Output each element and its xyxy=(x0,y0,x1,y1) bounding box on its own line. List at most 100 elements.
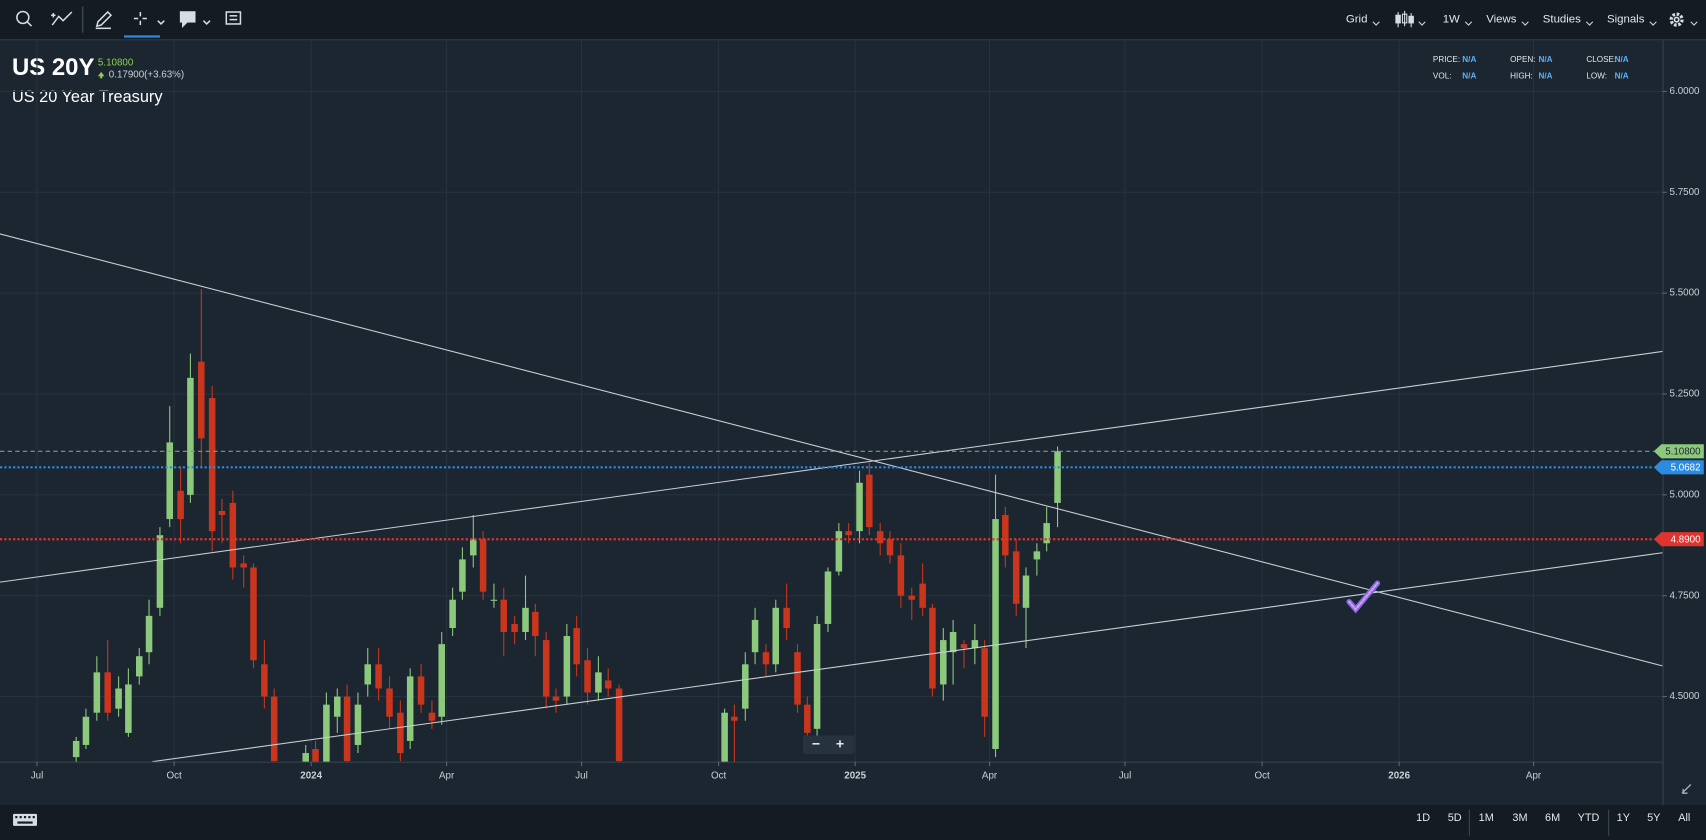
price-tag xyxy=(1653,532,1704,547)
candle-body xyxy=(929,607,936,689)
candle-body xyxy=(751,619,759,653)
info-value: N/A xyxy=(1615,71,1629,80)
price-tag-label: 4.8900 xyxy=(1671,534,1701,545)
x-tick-label: Jul xyxy=(575,770,588,781)
candle-body xyxy=(604,680,612,689)
candle-body xyxy=(334,696,341,717)
plot-area xyxy=(0,40,1663,762)
y-tick-label: 6.0000 xyxy=(1670,86,1700,97)
dropdown-chevron xyxy=(1649,21,1657,26)
trend-line[interactable] xyxy=(0,233,1663,667)
dropdown-chevron xyxy=(1372,21,1380,26)
info-label: PRICE: xyxy=(1433,55,1460,64)
candle-body xyxy=(302,753,309,762)
dropdown-chevron xyxy=(1690,21,1698,26)
list-button[interactable] xyxy=(225,11,242,25)
range-button[interactable]: 3M xyxy=(1512,812,1527,824)
draw-button[interactable] xyxy=(95,10,113,30)
info-value: N/A xyxy=(1462,71,1476,80)
candle-body xyxy=(981,648,988,717)
bottom-bar xyxy=(0,805,1706,840)
toolbar-button[interactable]: Views xyxy=(1486,14,1517,26)
price-tag xyxy=(1653,460,1704,475)
info-value: N/A xyxy=(1462,55,1476,64)
y-tick-label: 5.7500 xyxy=(1670,187,1700,198)
candle-body xyxy=(563,636,571,697)
candle-body xyxy=(406,676,414,741)
symbol: US 20Y xyxy=(12,54,94,81)
trend-line[interactable] xyxy=(152,552,1663,762)
candle-body xyxy=(804,704,811,733)
toolbar-button[interactable]: Grid xyxy=(1346,14,1368,26)
instrument-name: US 20 Year Treasury xyxy=(12,88,163,106)
candle-body xyxy=(584,660,591,693)
x-tick-label: 2025 xyxy=(844,770,866,781)
candle-body xyxy=(845,531,852,536)
range-button[interactable]: 1Y xyxy=(1617,812,1631,824)
dropdown-chevron xyxy=(1585,21,1594,26)
candle-body xyxy=(500,599,508,633)
comment-button[interactable] xyxy=(179,11,211,28)
x-tick-label: Apr xyxy=(982,770,998,781)
y-tick-label: 4.7500 xyxy=(1670,590,1700,601)
candle-body xyxy=(522,607,529,633)
candle-body xyxy=(470,539,477,556)
candle-body xyxy=(992,519,999,750)
price-tag-label: 5.0682 xyxy=(1671,462,1701,473)
range-button[interactable]: 1D xyxy=(1416,812,1430,824)
search-button[interactable] xyxy=(16,10,33,27)
candle-body xyxy=(835,531,843,572)
dropdown-chevron xyxy=(1464,21,1473,26)
candle-body xyxy=(364,664,372,685)
x-tick-label: Jul xyxy=(1119,770,1132,781)
candle-body xyxy=(104,672,111,713)
range-button[interactable]: 5D xyxy=(1448,812,1462,824)
toolbar-button[interactable]: 1W xyxy=(1443,14,1460,26)
candle-body xyxy=(1033,551,1041,560)
candle-body xyxy=(940,640,947,685)
y-tick-label: 4.5000 xyxy=(1670,691,1700,702)
candle-body xyxy=(438,644,445,717)
range-button[interactable]: 5Y xyxy=(1647,812,1661,824)
candle-body xyxy=(721,712,728,762)
candle-body xyxy=(386,688,393,717)
candle-body xyxy=(93,672,101,713)
chart-style-button[interactable] xyxy=(1395,10,1414,28)
toolbar-button[interactable]: Signals xyxy=(1607,14,1645,26)
range-button[interactable]: 1M xyxy=(1479,812,1494,824)
toolbar xyxy=(0,0,1706,40)
range-button[interactable]: 6M xyxy=(1545,812,1560,824)
candle-body xyxy=(876,531,884,544)
price-change: 0.17900(+3.63%) xyxy=(109,70,184,81)
candle-body xyxy=(813,623,821,729)
candle-body xyxy=(742,664,749,709)
candle-body xyxy=(1043,523,1050,544)
candle-body xyxy=(312,749,319,762)
zoom-button[interactable]: − xyxy=(812,736,820,752)
crosshair-button[interactable] xyxy=(133,11,165,26)
dropdown-chevron xyxy=(1521,21,1529,26)
zoom-button[interactable]: + xyxy=(836,736,844,752)
y-tick-label: 5.2500 xyxy=(1670,389,1700,400)
x-tick-label: Apr xyxy=(1526,770,1542,781)
range-button[interactable]: All xyxy=(1678,812,1690,824)
y-tick-label: 5.0000 xyxy=(1670,489,1700,500)
candle-body xyxy=(125,684,132,733)
toolbar-button[interactable]: Studies xyxy=(1543,14,1581,26)
x-tick-label: 2026 xyxy=(1388,770,1410,781)
candle-body xyxy=(886,539,894,556)
candle-body xyxy=(772,607,780,665)
info-label: VOL: xyxy=(1433,71,1452,80)
candle-body xyxy=(897,555,905,596)
collapse-button[interactable] xyxy=(1681,784,1692,794)
candle-body xyxy=(136,656,143,677)
indicator-button[interactable] xyxy=(51,11,73,26)
candle-body xyxy=(417,676,425,705)
keyboard-button[interactable] xyxy=(13,813,37,826)
candle-body xyxy=(240,563,247,568)
settings-button[interactable] xyxy=(1669,12,1684,27)
price-tag-label: 5.10800 xyxy=(1665,446,1701,457)
range-button[interactable]: YTD xyxy=(1578,812,1600,824)
